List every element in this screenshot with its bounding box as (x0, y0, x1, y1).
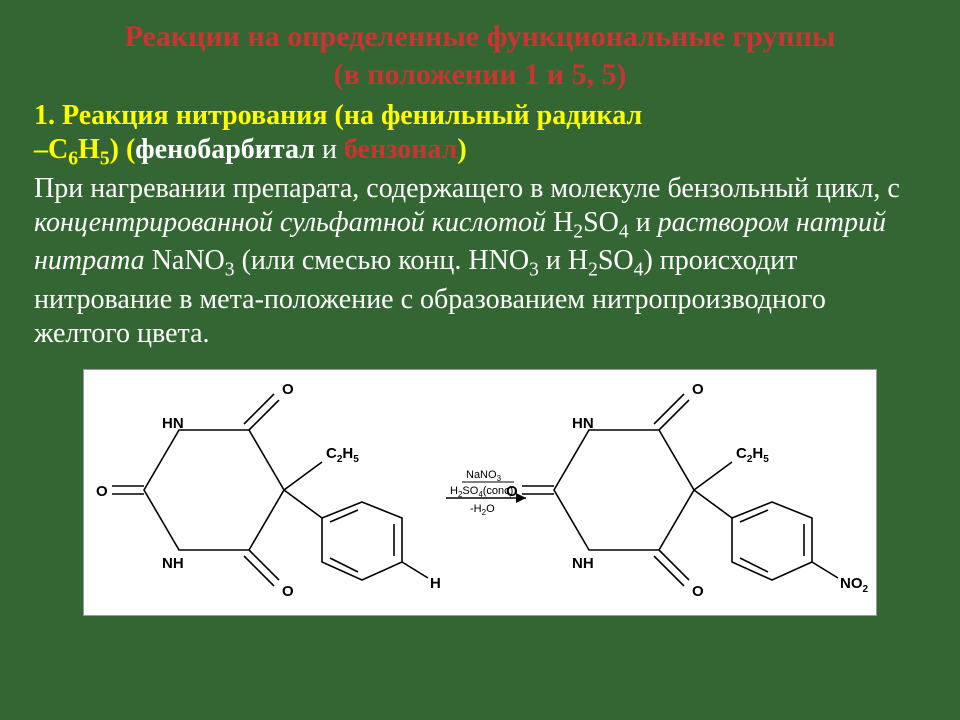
body-p1: При нагревании препарата, содержащего в … (34, 173, 900, 204)
reagent-line3: -H2O (470, 503, 495, 517)
slide-body: 1. Реакция нитрования (на фенильный ради… (34, 99, 926, 351)
paren-close: ) (457, 134, 466, 165)
label-o-top-right-mol: O (692, 381, 704, 398)
radical-h: H (78, 134, 100, 165)
label-h-left: H (430, 575, 441, 592)
body-and: и (629, 207, 658, 238)
hno3-3: 3 (529, 260, 539, 281)
label-o-top-left-mol: O (282, 381, 294, 398)
section-heading-1: Реакция нитрования (на фенильный радикал (62, 100, 642, 131)
h2so4b-4: 4 (634, 260, 644, 281)
label-hn-top-right: HN (572, 415, 594, 432)
label-no2: NO2 (840, 575, 869, 595)
nano3: NaNO3 (145, 245, 235, 276)
title-line-2: (в положении 1 и 5, 5) (334, 58, 627, 91)
radical-close: ) (110, 134, 119, 165)
section-number: 1. (34, 100, 55, 131)
nano3-na: NaNO (145, 245, 225, 276)
label-c2h5-left: C2H5 (326, 445, 359, 465)
reaction-diagram: HN NH O O O C2H5 H NaNO3 H2SO4(conc) -H2… (83, 369, 877, 616)
label-nh-bottom-left: NH (162, 555, 184, 572)
h2so4-h: H (546, 207, 573, 238)
reaction-svg: HN NH O O O C2H5 H NaNO3 H2SO4(conc) -H2… (84, 370, 876, 615)
label-hn-top-left: HN (162, 415, 184, 432)
label-o-left: O (96, 483, 108, 500)
nano3-3: 3 (225, 260, 235, 281)
label-o-bottom-left-mol: O (282, 583, 294, 600)
body-p2b: и H (539, 245, 588, 276)
slide-title: Реакции на определенные функциональные г… (34, 18, 926, 93)
label-o-right: O (506, 483, 518, 500)
title-line-1: Реакции на определенные функциональные г… (125, 20, 836, 53)
h2so4-4: 4 (619, 221, 629, 242)
body-p2a: (или смесью конц. HNO (235, 245, 529, 276)
italic-1: концентрированной сульфатной кислотой (34, 207, 546, 238)
paren-open: ( (126, 134, 135, 165)
drug-phenobarbital: фенобарбитал (135, 134, 315, 165)
radical-5: 5 (100, 149, 110, 170)
radical-6: 6 (68, 149, 78, 170)
reagent-line1: NaNO3 (466, 469, 502, 483)
h2so4: H2SO4 (546, 207, 629, 238)
conj-and: и (322, 134, 337, 165)
body-p2c: SO (598, 245, 634, 276)
h2so4-2: 2 (573, 221, 583, 242)
reagent-line2: H2SO4(conc) (450, 485, 513, 499)
label-nh-bottom-right: NH (572, 555, 594, 572)
label-o-bottom-right-mol: O (692, 583, 704, 600)
radical-c: –C (34, 134, 68, 165)
h2so4b-2: 2 (588, 260, 598, 281)
h2so4-so: SO (583, 207, 619, 238)
drug-benzonal: бензонал (344, 134, 457, 165)
radical-formula: –C6H5) (34, 134, 126, 165)
label-c2h5-right: C2H5 (736, 445, 769, 465)
